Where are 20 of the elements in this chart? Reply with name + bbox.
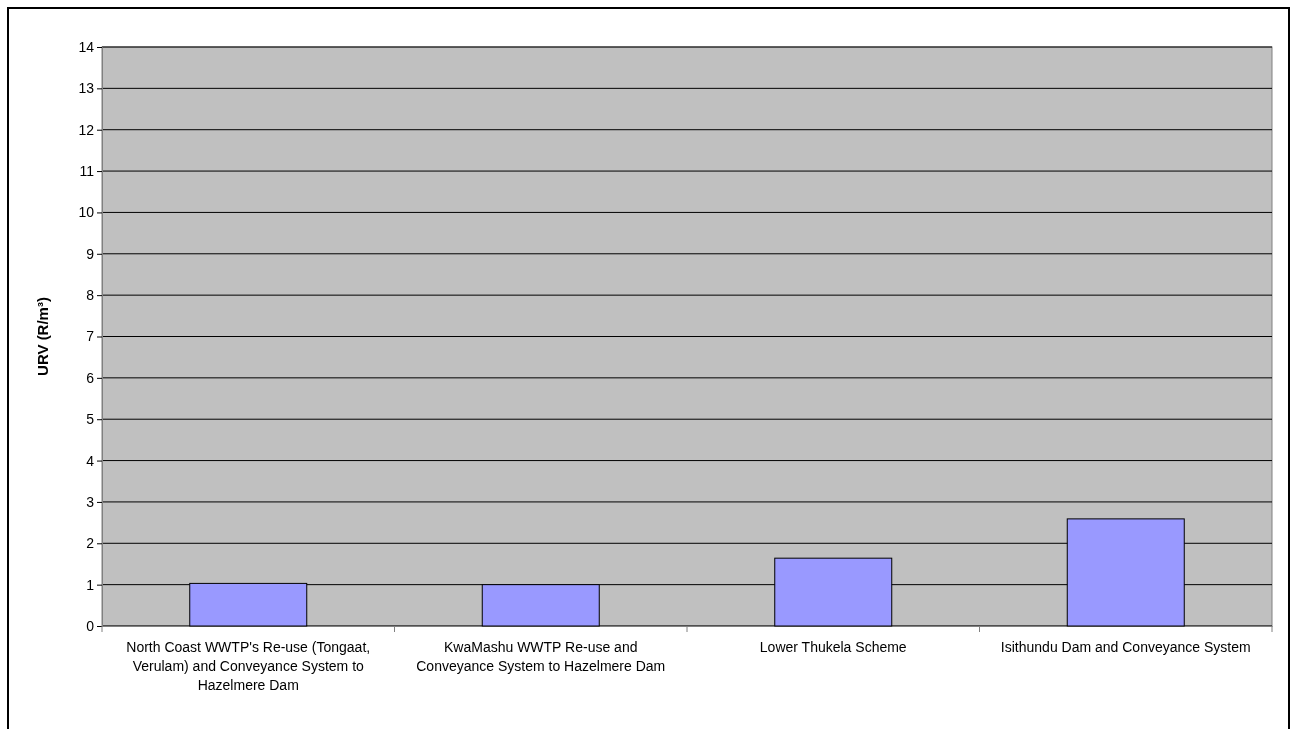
y-tick-label: 3 — [86, 493, 95, 510]
y-tick-label: 7 — [86, 328, 95, 345]
y-tick-label: 10 — [78, 204, 95, 221]
y-tick-label: 4 — [86, 452, 95, 469]
y-tick-label: 11 — [79, 163, 95, 180]
y-tick-label: 12 — [78, 121, 95, 138]
y-tick-label: 1 — [86, 576, 95, 593]
y-tick-label: 8 — [86, 287, 95, 304]
x-tick-label: KwaMashu WWTP Re-use and Conveyance System to Hazelmere Dam — [416, 639, 666, 674]
y-tick-label: 13 — [78, 80, 95, 97]
y-tick-label: 0 — [86, 617, 95, 634]
x-tick-label: North Coast WWTP's Re-use (Tongaat, Verulam) and Conveyance System to Hazelmere Dam — [126, 639, 371, 693]
y-tick-label: 5 — [86, 411, 95, 428]
y-tick-label: 6 — [86, 369, 95, 386]
x-tick-label: Lower Thukela Scheme — [759, 639, 907, 655]
y-axis-title: URV (R/m³) — [34, 297, 51, 376]
y-tick-label: 9 — [86, 245, 95, 262]
y-tick-label: 2 — [86, 535, 95, 552]
y-tick-label: 14 — [78, 38, 95, 55]
x-tick-label: Isithundu Dam and Conveyance System — [1000, 639, 1251, 655]
